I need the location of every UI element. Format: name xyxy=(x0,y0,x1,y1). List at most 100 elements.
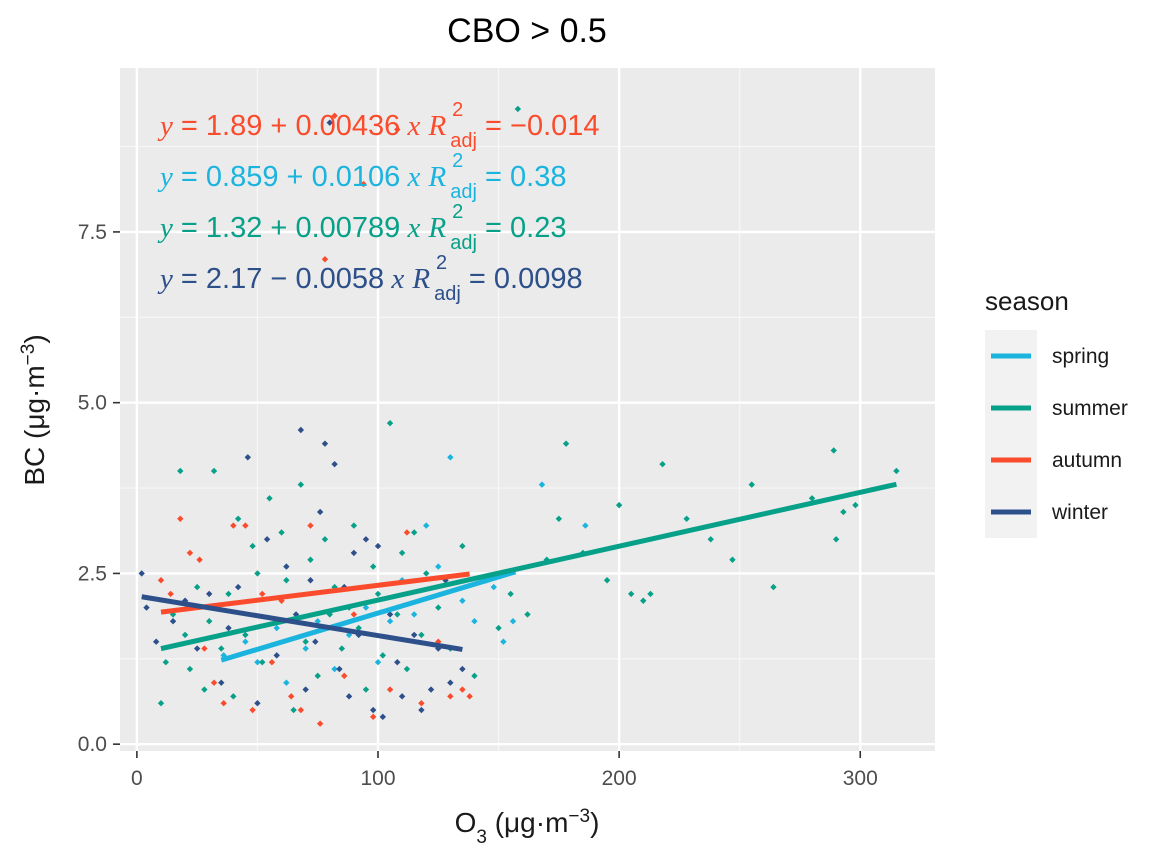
y-tick-label: 2.5 xyxy=(78,562,107,585)
x-axis: 0 100 200 300 xyxy=(131,751,878,790)
autumn-point xyxy=(316,720,324,727)
winter-point xyxy=(263,536,271,543)
autumn-point xyxy=(201,645,208,652)
summer-point xyxy=(852,501,859,509)
winter-point xyxy=(138,570,145,577)
autumn-point xyxy=(230,522,237,529)
summer-point xyxy=(297,481,305,488)
autumn-point xyxy=(268,659,276,666)
winter-point xyxy=(302,686,309,693)
winter-point xyxy=(312,638,319,645)
winter-point xyxy=(345,693,353,700)
summer-point xyxy=(808,495,816,502)
summer-point xyxy=(242,631,249,639)
summer-point xyxy=(321,536,329,543)
x-axis-title: O3 (μg·m−3) xyxy=(455,806,600,848)
spring-fit-line xyxy=(220,569,517,663)
winter-point xyxy=(316,508,324,516)
summer-point xyxy=(169,611,177,618)
winter-point xyxy=(169,618,177,625)
summer-point xyxy=(355,624,362,632)
winter-point xyxy=(206,590,213,598)
winter-point xyxy=(331,460,338,468)
y-axis: 0.0 2.5 5.0 7.5 xyxy=(78,221,120,756)
summer-point xyxy=(555,515,563,522)
autumn-point xyxy=(403,529,411,536)
summer-point xyxy=(302,638,309,645)
summer-point xyxy=(640,597,647,604)
spring-point xyxy=(331,665,338,673)
summer-point xyxy=(524,611,531,618)
legend-title: season xyxy=(985,286,1069,316)
summer-point xyxy=(603,577,611,584)
y-tick-label: 0.0 xyxy=(78,733,107,756)
legend: season spring summer autumn winter xyxy=(985,286,1128,538)
autumn-point xyxy=(177,515,184,522)
summer-point xyxy=(230,693,237,700)
winter-point xyxy=(427,686,435,693)
summer-point xyxy=(283,577,290,584)
legend-label-spring: spring xyxy=(1052,345,1109,368)
spring-point xyxy=(471,618,478,625)
autumn-point xyxy=(220,699,227,707)
autumn-point xyxy=(435,638,442,645)
summer-point xyxy=(307,556,314,563)
autumn-point xyxy=(157,577,165,584)
winter-point xyxy=(273,652,280,659)
winter-point xyxy=(362,536,370,543)
winter-point xyxy=(152,638,160,645)
summer-point xyxy=(832,536,840,543)
winter-point xyxy=(234,583,242,591)
spring-point xyxy=(509,618,517,625)
spring-point xyxy=(410,611,418,618)
plot-panel xyxy=(120,68,935,751)
winter-point xyxy=(459,665,466,673)
spring-point xyxy=(283,679,290,686)
summer-point xyxy=(369,563,377,570)
autumn-equation: y = 1.89 + 0.00436 x R 2 adj = −0.014 xyxy=(157,99,600,152)
summer-point xyxy=(290,706,297,714)
autumn-point xyxy=(196,556,203,563)
spring-point xyxy=(447,454,454,461)
x-tick-label: 200 xyxy=(602,767,637,790)
autumn-point xyxy=(167,590,174,598)
summer-point xyxy=(418,631,425,639)
legend-label-winter: winter xyxy=(1051,501,1108,524)
summer-point xyxy=(435,604,442,611)
autumn-point xyxy=(341,672,348,680)
spring-point xyxy=(273,624,280,632)
regression-lines xyxy=(141,481,897,663)
winter-point xyxy=(410,631,418,639)
spring-point xyxy=(314,618,321,625)
summer-point xyxy=(471,672,478,680)
autumn-point xyxy=(321,256,329,263)
winter-point xyxy=(218,679,225,686)
summer-point xyxy=(177,467,184,475)
autumn-point xyxy=(386,686,394,693)
summer-point xyxy=(410,529,418,536)
summer-equation: y = 1.32 + 0.00789 x R 2 adj = 0.23 xyxy=(157,201,567,254)
winter-point xyxy=(374,542,382,550)
winter-point xyxy=(321,440,329,447)
winter-point xyxy=(435,645,442,652)
summer-point xyxy=(423,570,430,577)
summer-point xyxy=(210,467,218,475)
y-tick-label: 7.5 xyxy=(78,221,107,244)
spring-equation: y = 0.859 + 0.0106 x R 2 adj = 0.38 xyxy=(157,150,567,203)
summer-point xyxy=(218,645,225,652)
summer-point xyxy=(659,460,666,468)
winter-point xyxy=(326,119,333,126)
autumn-point xyxy=(242,522,249,529)
summer-point xyxy=(278,529,285,536)
autumn-point xyxy=(360,180,367,188)
winter-point xyxy=(336,665,343,673)
winter-point xyxy=(307,577,314,584)
summer-point xyxy=(893,467,900,475)
summer-point xyxy=(459,542,466,550)
summer-point xyxy=(495,624,502,632)
summer-point xyxy=(326,611,333,618)
summer-point xyxy=(201,686,208,693)
winter-point xyxy=(193,645,201,652)
autumn-point xyxy=(186,549,194,557)
